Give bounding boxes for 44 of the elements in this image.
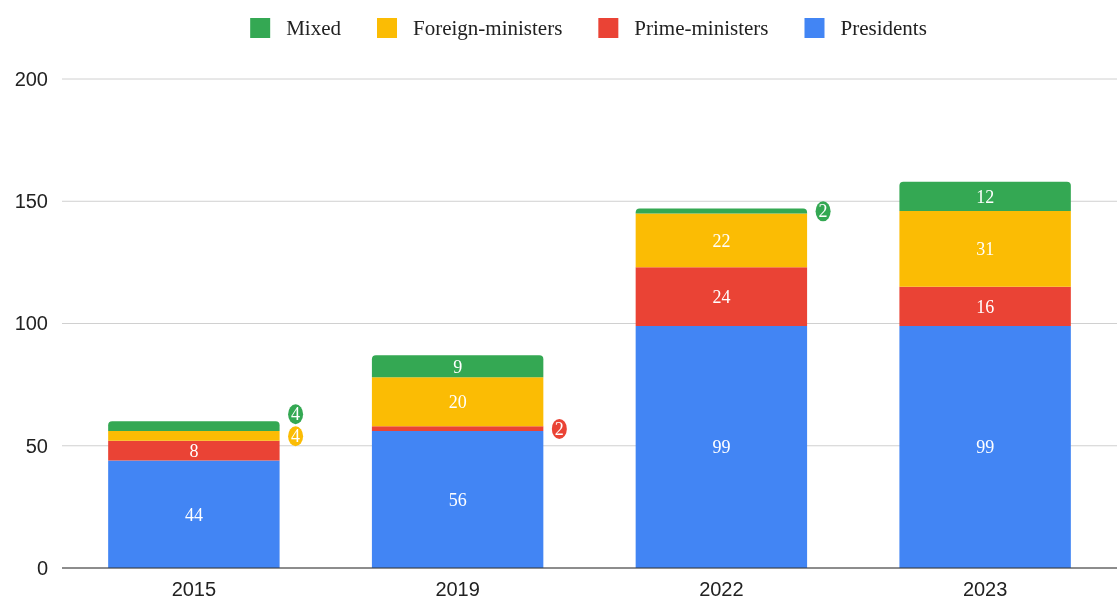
bar — [899, 325, 1071, 568]
data-label: 20 — [448, 392, 467, 413]
y-tick-label: 0 — [36, 556, 48, 579]
x-tick-label: 2019 — [435, 578, 480, 601]
bar — [899, 181, 1071, 212]
bar — [635, 267, 808, 326]
y-tick-label: 100 — [14, 312, 48, 335]
bar — [899, 211, 1071, 287]
x-tick-label: 2015 — [171, 578, 217, 601]
y-tick-label: 150 — [14, 190, 48, 213]
legend-label: Foreign-ministers — [413, 16, 563, 41]
bar — [371, 426, 544, 432]
bar — [635, 213, 808, 268]
data-label: 99 — [712, 437, 731, 458]
bar — [108, 431, 280, 441]
bar — [899, 286, 1071, 326]
legend-label: Mixed — [286, 16, 342, 41]
bar — [108, 440, 280, 461]
data-label: 99 — [976, 437, 995, 458]
data-label: 56 — [448, 489, 467, 510]
bar — [108, 460, 280, 568]
data-label: 4 — [291, 426, 301, 447]
data-label: 16 — [976, 296, 995, 317]
x-tick-label: 2023 — [962, 578, 1008, 601]
data-label: 8 — [189, 440, 199, 461]
legend-label: Presidents — [840, 16, 927, 41]
bar — [371, 377, 544, 427]
data-label: 2 — [554, 418, 564, 439]
legend-label: Prime-ministers — [634, 16, 769, 41]
data-label: 31 — [976, 239, 995, 260]
data-label: 2 — [818, 201, 828, 222]
bar — [371, 355, 544, 378]
data-label: 44 — [184, 504, 203, 525]
x-tick-label: 2022 — [699, 578, 744, 601]
data-label: 22 — [712, 230, 731, 251]
data-label: 12 — [976, 186, 995, 207]
y-tick-label: 50 — [25, 434, 48, 457]
data-label: 4 — [291, 404, 301, 425]
data-label: 9 — [453, 356, 463, 377]
bar — [371, 431, 544, 568]
bar — [108, 421, 280, 432]
bar — [635, 325, 808, 568]
y-tick-label: 200 — [14, 67, 48, 90]
data-label: 24 — [712, 286, 731, 307]
